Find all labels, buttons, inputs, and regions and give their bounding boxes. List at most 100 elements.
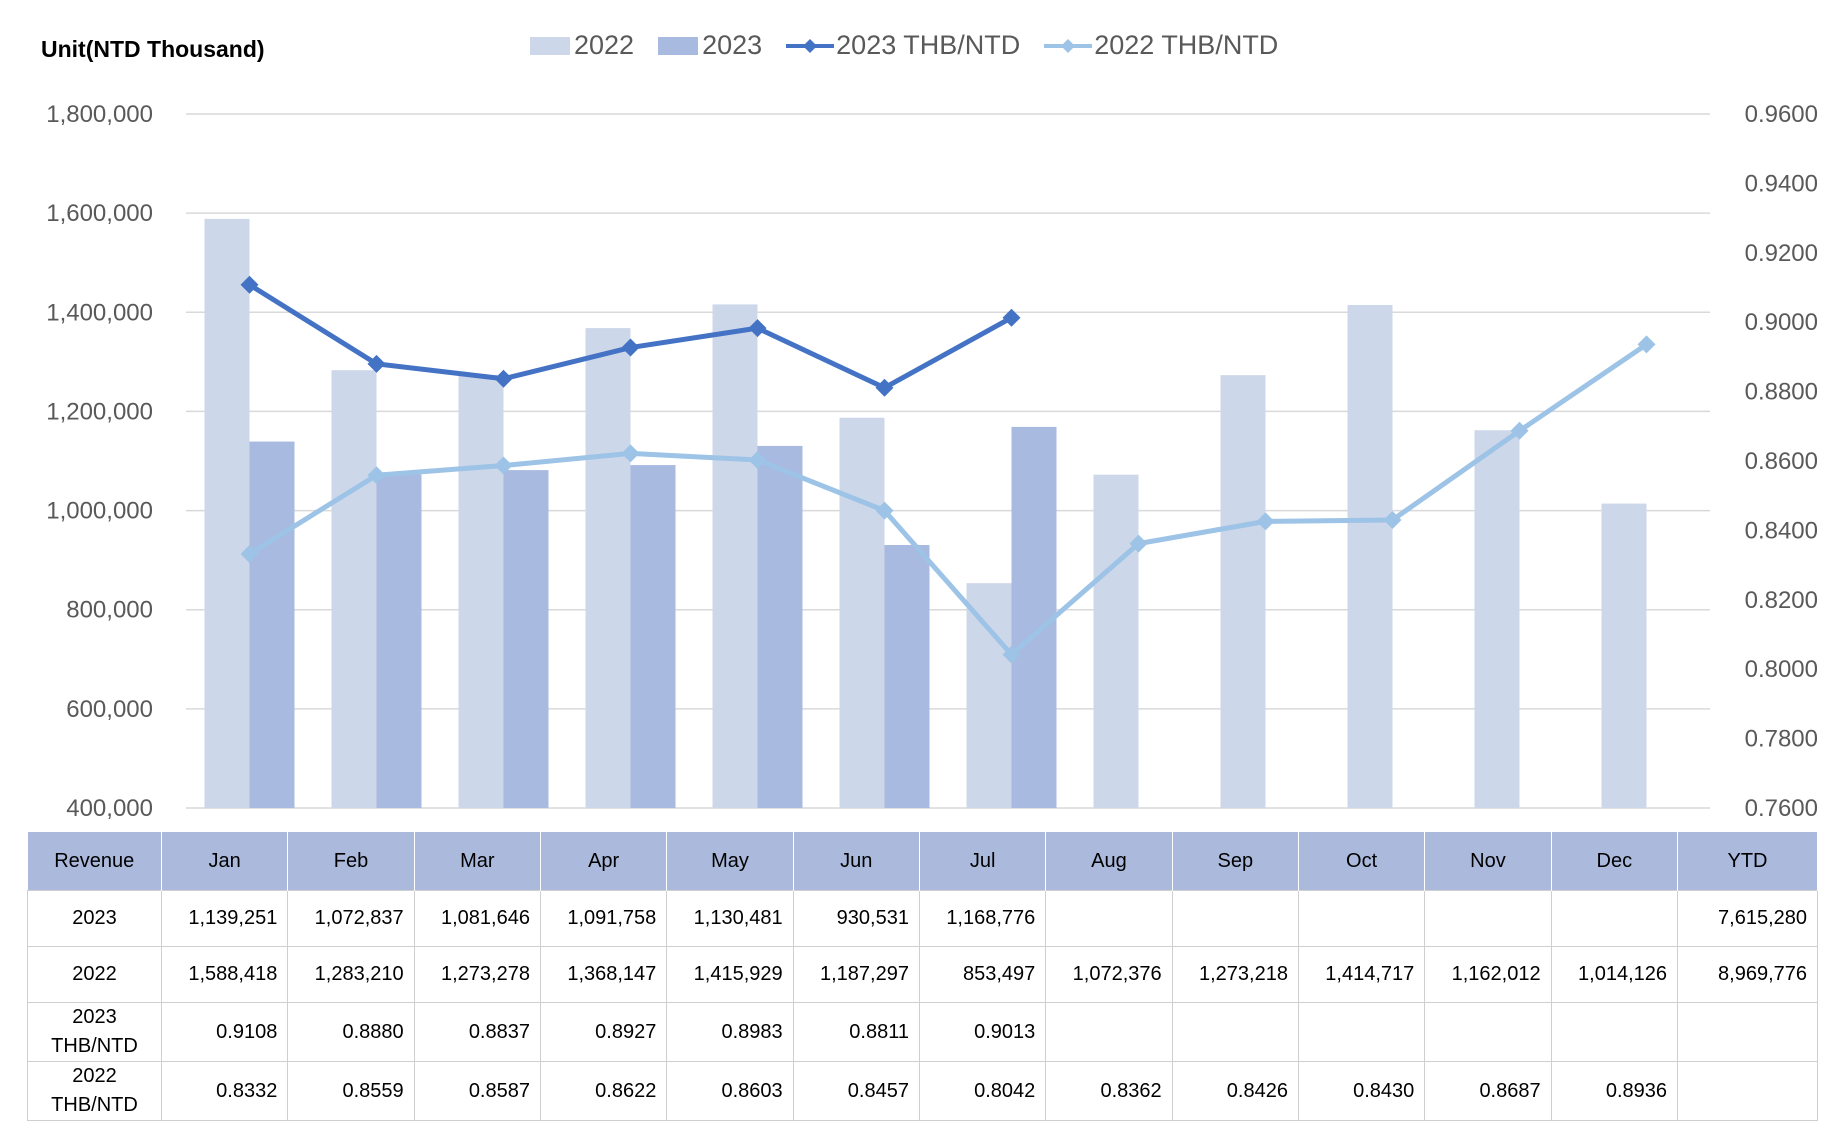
series-2022-thb-point xyxy=(1129,534,1148,553)
table-cell xyxy=(1045,1002,1173,1062)
y-right-tick-label: 0.9400 xyxy=(1745,170,1818,197)
table-row: 2022 THB/NTD 0.8332 0.8559 0.8587 0.8622 0.86… xyxy=(27,1061,1818,1121)
table-cell: 1,091,758 xyxy=(539,890,668,947)
unit-label: Unit(NTD Thousand) xyxy=(41,36,265,62)
table-cell xyxy=(1424,890,1552,947)
table-cell: 0.8603 xyxy=(666,1061,794,1121)
table-cell: 0.8622 xyxy=(539,1061,668,1121)
bar-2022 xyxy=(1474,430,1520,808)
series-2022-thb-point xyxy=(748,450,767,469)
legend-swatch-2022 xyxy=(530,36,570,55)
table-cell: 0.9013 xyxy=(918,1002,1047,1062)
legend-label-2022-thb: 2022 THB/NTD xyxy=(1094,30,1279,60)
table-row-label: 2022 xyxy=(27,946,162,1003)
table-header-label: Revenue xyxy=(27,832,162,891)
bar-2023 xyxy=(1011,426,1057,808)
table-row-label: 2022 THB/NTD xyxy=(27,1061,162,1121)
bar-2022 xyxy=(458,375,504,808)
table-cell xyxy=(1045,890,1173,947)
table-cell: 1,273,278 xyxy=(413,946,541,1003)
bar-2022 xyxy=(585,328,631,808)
bar-2022 xyxy=(966,583,1012,808)
table-header-cell: Mar xyxy=(414,832,541,891)
table-header-cell: Feb xyxy=(287,832,415,891)
table-cell: 1,162,012 xyxy=(1424,946,1552,1003)
y-right-tick-label: 0.8600 xyxy=(1745,448,1818,475)
legend-item-2023-thb: 2023 THB/NTD xyxy=(786,30,1020,61)
series-2023-thb-point xyxy=(494,369,513,388)
table-cell: 1,368,147 xyxy=(539,946,668,1003)
revenue-chart: 400,000 600,000 800,000 1,000,000 1,200,000 1… xyxy=(46,101,1818,822)
table-row-label: 2023 THB/NTD xyxy=(27,1002,162,1062)
bar-2022 xyxy=(331,370,377,808)
table-cell: 0.8811 xyxy=(792,1002,920,1062)
table-header-cell: Jul xyxy=(919,832,1047,891)
table-header-cell: Aug xyxy=(1045,832,1173,891)
revenue-table: Revenue Jan Feb Mar Apr May Jun Jul Aug Sep Oct Nov… xyxy=(27,832,1818,1121)
y-right-tick-label: 0.8200 xyxy=(1745,587,1818,614)
table-header-cell: Nov xyxy=(1424,832,1552,891)
legend-swatch-2023 xyxy=(658,36,699,55)
y-right-tick-label: 0.8400 xyxy=(1745,517,1818,544)
table-header-cell: Dec xyxy=(1551,832,1679,891)
table-cell: 1,273,218 xyxy=(1171,946,1299,1003)
table-header-cell: Sep xyxy=(1172,832,1299,891)
table-cell xyxy=(1424,1002,1552,1062)
table-cell: 8,969,776 xyxy=(1677,946,1818,1003)
series-2022-thb-point xyxy=(1383,510,1402,529)
legend-item-2023: 2023 xyxy=(658,30,762,61)
table-cell: 1,588,418 xyxy=(160,946,289,1003)
y-right-tick-label: 0.9600 xyxy=(1745,101,1818,128)
series-2022-thb-point xyxy=(240,544,259,563)
bar-2022 xyxy=(1093,474,1139,808)
legend-swatch-2023-thb xyxy=(786,38,835,53)
table-cell xyxy=(1171,890,1299,947)
table-row: 2023 THB/NTD 0.9108 0.8880 0.8837 0.8927 0.89… xyxy=(27,1002,1818,1062)
bar-2023 xyxy=(757,445,803,808)
table-cell: 0.8426 xyxy=(1171,1061,1299,1121)
series-2023-thb-point xyxy=(240,275,259,294)
series-2022-thb-point xyxy=(367,466,386,485)
series-2022-thb-point xyxy=(1256,512,1275,531)
table-header-row: Revenue Jan Feb Mar Apr May Jun Jul Aug Sep Oct Nov… xyxy=(27,832,1818,891)
legend-label-2022: 2022 xyxy=(574,30,635,60)
bar-2023 xyxy=(376,474,422,808)
legend-label-2023: 2023 xyxy=(702,30,763,60)
bar-2022 xyxy=(712,304,758,808)
table-cell: 853,497 xyxy=(918,946,1047,1003)
table-cell: 0.8927 xyxy=(539,1002,668,1062)
y-right-tick-label: 0.8800 xyxy=(1745,379,1818,406)
table-row: 2023 1,139,251 1,072,837 1,081,646 1,091,758… xyxy=(27,890,1818,947)
y-left-tick-label: 1,000,000 xyxy=(46,498,153,525)
series-2023-thb-point xyxy=(367,354,386,373)
table-cell: 0.8983 xyxy=(666,1002,794,1062)
bar-2022 xyxy=(1347,304,1393,808)
table-cell: 0.8936 xyxy=(1550,1061,1679,1121)
bar-2022 xyxy=(839,417,885,808)
y-left-tick-label: 1,600,000 xyxy=(46,200,153,227)
y-right-tick-label: 0.9200 xyxy=(1745,240,1818,267)
table-cell xyxy=(1677,1002,1818,1062)
legend-item-2022-thb: 2022 THB/NTD xyxy=(1044,30,1278,61)
bar-2022 xyxy=(1601,503,1647,808)
legend-item-2022: 2022 xyxy=(530,30,634,61)
y-right-tick-label: 0.9000 xyxy=(1745,309,1818,336)
table-header-cell: Oct xyxy=(1298,832,1426,891)
table-cell: 0.8430 xyxy=(1297,1061,1426,1121)
table-cell: 0.8559 xyxy=(287,1061,415,1121)
table-cell: 0.9108 xyxy=(160,1002,289,1062)
series-2022-thb-line xyxy=(248,342,1648,658)
table-cell: 1,187,297 xyxy=(792,946,920,1003)
table-header-cell: May xyxy=(666,832,794,891)
bar-2023 xyxy=(503,470,549,808)
series-2022-thb-point xyxy=(1002,645,1021,664)
table-cell: 0.8687 xyxy=(1424,1061,1552,1121)
table-cell xyxy=(1550,890,1679,947)
y-left-tick-label: 800,000 xyxy=(66,597,153,624)
y-left-tick-label: 600,000 xyxy=(66,696,153,723)
bar-2022 xyxy=(1220,375,1266,808)
series-2023-thb-point xyxy=(621,338,640,357)
series-2022-thb-point xyxy=(875,501,894,520)
table-cell xyxy=(1297,890,1426,947)
table-cell: 1,414,717 xyxy=(1297,946,1426,1003)
